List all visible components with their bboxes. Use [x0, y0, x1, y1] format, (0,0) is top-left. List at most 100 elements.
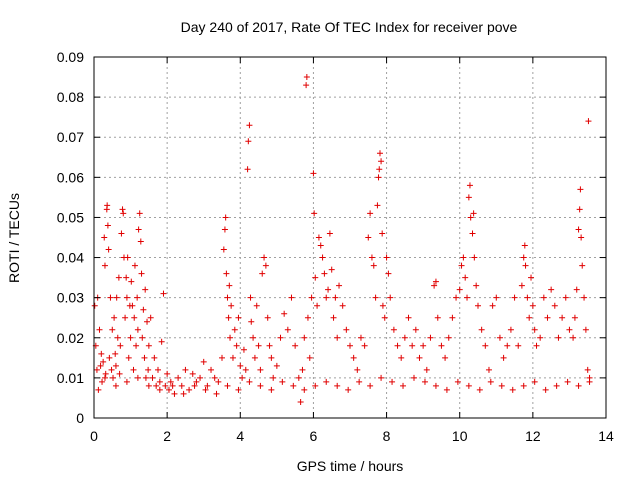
data-point — [465, 382, 472, 389]
data-point — [259, 270, 266, 277]
data-point — [295, 374, 302, 381]
data-point — [504, 342, 511, 349]
data-point — [394, 342, 401, 349]
data-point — [114, 334, 121, 341]
data-point — [208, 366, 215, 373]
data-point — [411, 374, 417, 381]
data-point — [496, 334, 503, 341]
data-point — [473, 282, 480, 289]
data-point — [237, 362, 244, 369]
data-point — [467, 214, 474, 221]
data-point — [142, 286, 149, 293]
data-point — [528, 274, 535, 281]
data-point — [138, 270, 145, 277]
data-point — [239, 374, 246, 381]
data-point — [548, 286, 555, 293]
data-point — [374, 202, 381, 209]
data-point — [551, 302, 558, 309]
data-point — [361, 342, 368, 349]
data-point — [117, 342, 124, 349]
data-point — [200, 358, 207, 365]
data-point — [193, 378, 200, 385]
data-point — [220, 246, 227, 253]
data-point — [531, 326, 538, 333]
data-point — [383, 254, 390, 261]
data-point — [130, 366, 137, 373]
y-tick-label: 0.08 — [57, 89, 84, 105]
data-point — [223, 270, 230, 277]
data-point — [350, 354, 357, 361]
data-point — [303, 82, 310, 89]
y-tick-label: 0 — [76, 410, 84, 426]
data-point — [112, 362, 119, 369]
data-point — [421, 378, 428, 385]
data-point — [93, 366, 100, 373]
data-point — [379, 230, 386, 237]
data-point — [405, 314, 412, 321]
tick-labels: 0 2 4 6 8 10 12 14 0 0.01 0.02 0.03 0.04 0.05 0.06 0.07… — [57, 49, 614, 444]
data-point — [343, 326, 350, 333]
data-point — [233, 342, 240, 349]
x-tick-label: 12 — [525, 428, 541, 444]
data-point — [119, 206, 126, 213]
data-point — [167, 378, 174, 385]
data-point — [471, 254, 478, 261]
data-point — [281, 310, 288, 317]
data-point — [432, 278, 439, 285]
data-point — [379, 302, 386, 309]
data-point — [131, 262, 138, 269]
data-point — [465, 194, 472, 201]
y-tick-label: 0.02 — [57, 330, 84, 346]
data-point — [570, 334, 577, 341]
data-point — [420, 342, 427, 349]
data-point — [235, 314, 242, 321]
data-point — [247, 294, 254, 301]
data-point — [134, 326, 141, 333]
data-point — [529, 302, 536, 309]
data-point — [202, 386, 209, 393]
data-point — [273, 362, 280, 369]
data-point — [524, 294, 531, 301]
data-point — [145, 382, 152, 389]
data-point — [555, 334, 562, 341]
chart-title: Day 240 of 2017, Rate Of TEC Index for r… — [181, 19, 518, 35]
data-point — [330, 314, 337, 321]
data-point — [116, 370, 123, 377]
data-point — [107, 294, 114, 301]
data-point — [582, 326, 589, 333]
data-point — [224, 382, 231, 389]
data-point — [453, 294, 460, 301]
data-point — [326, 230, 333, 237]
data-point — [367, 382, 374, 389]
data-point — [125, 354, 132, 361]
y-tick-label: 0.04 — [57, 250, 84, 266]
data-point — [123, 274, 130, 281]
data-point — [423, 366, 430, 373]
data-point — [376, 166, 383, 173]
data-point — [521, 242, 528, 249]
data-point — [427, 334, 434, 341]
data-point — [219, 354, 225, 361]
data-point — [101, 262, 108, 269]
data-point — [215, 378, 222, 385]
data-point — [136, 210, 143, 217]
data-point — [478, 326, 485, 333]
data-point — [464, 294, 471, 301]
data-point — [432, 382, 439, 389]
data-point — [118, 230, 125, 237]
plot-frame — [93, 56, 607, 419]
data-point — [262, 262, 269, 269]
data-point — [482, 342, 489, 349]
data-point — [246, 122, 253, 129]
data-point — [134, 374, 141, 381]
data-point — [368, 254, 375, 261]
data-point — [454, 378, 461, 385]
data-point — [315, 234, 322, 241]
data-point — [311, 210, 318, 217]
data-point — [581, 294, 588, 301]
data-point — [443, 386, 450, 393]
data-point — [145, 366, 152, 373]
data-point — [255, 342, 262, 349]
data-point — [135, 226, 142, 233]
data-point — [112, 382, 119, 389]
